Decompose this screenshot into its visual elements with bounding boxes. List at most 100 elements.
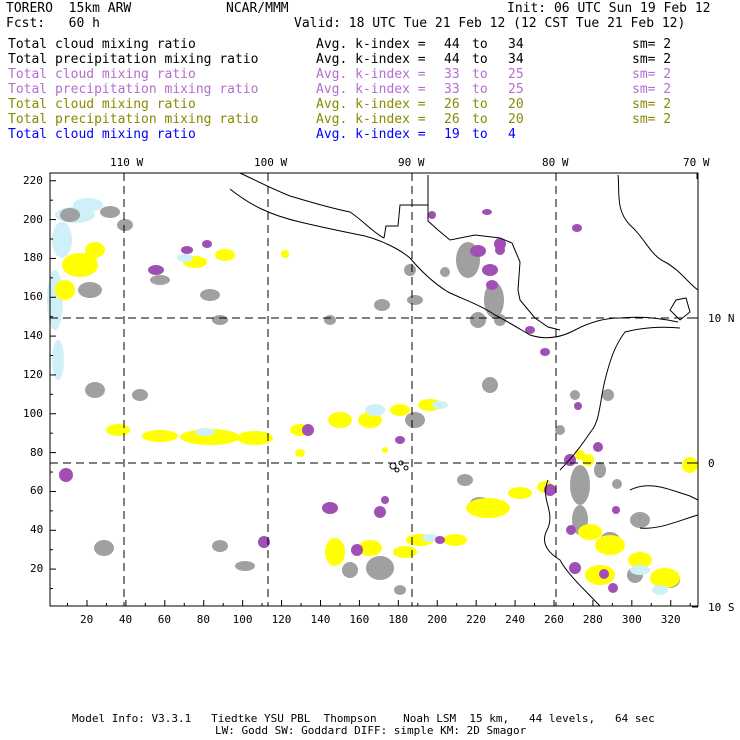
field-blob xyxy=(508,487,532,499)
top-lon-label: 80 W xyxy=(542,156,569,169)
field-blob xyxy=(470,245,486,257)
bottom-x-label: 180 xyxy=(388,613,409,626)
valid-time: Valid: 18 UTC Tue 21 Feb 12 (12 CST Tue … xyxy=(294,16,686,31)
legend-k1: 44 xyxy=(444,37,460,52)
field-blob xyxy=(578,524,602,540)
forecast-hour: Fcst: 60 h xyxy=(6,16,100,31)
field-blob xyxy=(295,449,305,457)
right-lat-label: 0 xyxy=(708,457,715,470)
field-blob xyxy=(132,389,148,401)
field-blob xyxy=(94,540,114,556)
field-blob xyxy=(555,425,565,435)
field-blob xyxy=(212,315,228,325)
island xyxy=(403,465,409,471)
bottom-x-label: 140 xyxy=(310,613,331,626)
legend-k1: 26 xyxy=(444,112,460,127)
right-lat-label: 10 N xyxy=(708,312,735,325)
field-blob xyxy=(395,436,405,444)
field-blob xyxy=(100,206,120,218)
axis-ticks xyxy=(50,173,698,608)
legend-avg: Avg. k-index = xyxy=(316,97,426,112)
bottom-x-label: 80 xyxy=(196,613,210,626)
field-blob xyxy=(652,585,668,595)
field-blob xyxy=(422,534,438,542)
field-blob xyxy=(258,536,270,548)
field-blob xyxy=(574,402,582,410)
bottom-x-label: 220 xyxy=(466,613,487,626)
legend-to: to xyxy=(472,52,488,67)
field-blob xyxy=(106,424,130,436)
field-blob xyxy=(180,429,240,445)
field-blob xyxy=(470,312,486,328)
legend-k1: 19 xyxy=(444,127,460,142)
plot-frame xyxy=(49,172,699,607)
field-blob xyxy=(593,442,603,452)
legend-k2: 20 xyxy=(508,97,524,112)
field-blob xyxy=(602,389,614,401)
field-blob xyxy=(382,447,388,453)
field-blob xyxy=(570,390,580,400)
legend-to: to xyxy=(472,67,488,82)
field-blob xyxy=(235,561,255,571)
field-blob xyxy=(150,275,170,285)
field-blob xyxy=(55,280,75,300)
coastline-segment xyxy=(639,514,699,529)
field-blob xyxy=(457,474,473,486)
field-blob xyxy=(78,282,102,298)
field-blob xyxy=(374,299,390,311)
legend-field: Total cloud mixing ratio xyxy=(8,97,196,112)
field-blob xyxy=(482,377,498,393)
field-blob xyxy=(432,401,448,409)
legend-k2: 25 xyxy=(508,82,524,97)
legend-k1: 33 xyxy=(444,82,460,97)
left-y-label: 220 xyxy=(23,173,43,187)
coastline-segment xyxy=(383,204,561,331)
field-blob xyxy=(612,506,620,514)
field-blob xyxy=(544,484,556,496)
field-blob xyxy=(405,412,425,428)
field-blob xyxy=(484,282,504,318)
field-blob xyxy=(407,295,423,305)
legend-k1: 33 xyxy=(444,67,460,82)
field-blob xyxy=(572,224,582,232)
field-blob xyxy=(393,546,417,558)
field-blob xyxy=(366,556,394,580)
field-blob xyxy=(440,267,450,277)
field-blob xyxy=(60,208,80,222)
legend-k2: 25 xyxy=(508,67,524,82)
field-blob xyxy=(482,209,492,215)
top-lon-label: 100 W xyxy=(254,156,288,169)
field-blob xyxy=(85,242,105,258)
field-blob xyxy=(47,270,63,330)
field-blob xyxy=(482,264,498,276)
top-lon-label: 110 W xyxy=(110,156,144,169)
left-y-label: 80 xyxy=(30,445,44,459)
coastline-segment xyxy=(629,485,699,501)
field-blob xyxy=(342,562,358,578)
left-y-label: 40 xyxy=(30,523,44,537)
legend-avg: Avg. k-index = xyxy=(316,37,426,52)
coastline-segment xyxy=(544,479,601,607)
field-blob xyxy=(302,424,314,436)
bottom-x-label: 300 xyxy=(621,613,642,626)
field-blob xyxy=(525,326,535,334)
legend-to: to xyxy=(472,37,488,52)
field-blob xyxy=(148,265,164,275)
field-blob xyxy=(575,450,585,460)
field-blob xyxy=(630,565,650,575)
field-blob xyxy=(237,431,273,445)
left-y-label: 100 xyxy=(23,406,43,420)
legend-avg: Avg. k-index = xyxy=(316,67,426,82)
field-blob xyxy=(566,525,576,535)
field-blob xyxy=(540,348,550,356)
field-blob xyxy=(59,468,73,482)
legend-to: to xyxy=(472,127,488,142)
field-blob xyxy=(351,544,363,556)
field-blob xyxy=(650,568,680,588)
legend-field: Total cloud mixing ratio xyxy=(8,127,196,142)
bottom-x-label: 200 xyxy=(427,613,448,626)
field-blob xyxy=(628,552,652,568)
field-blob xyxy=(486,280,498,290)
field-blob xyxy=(358,540,382,556)
